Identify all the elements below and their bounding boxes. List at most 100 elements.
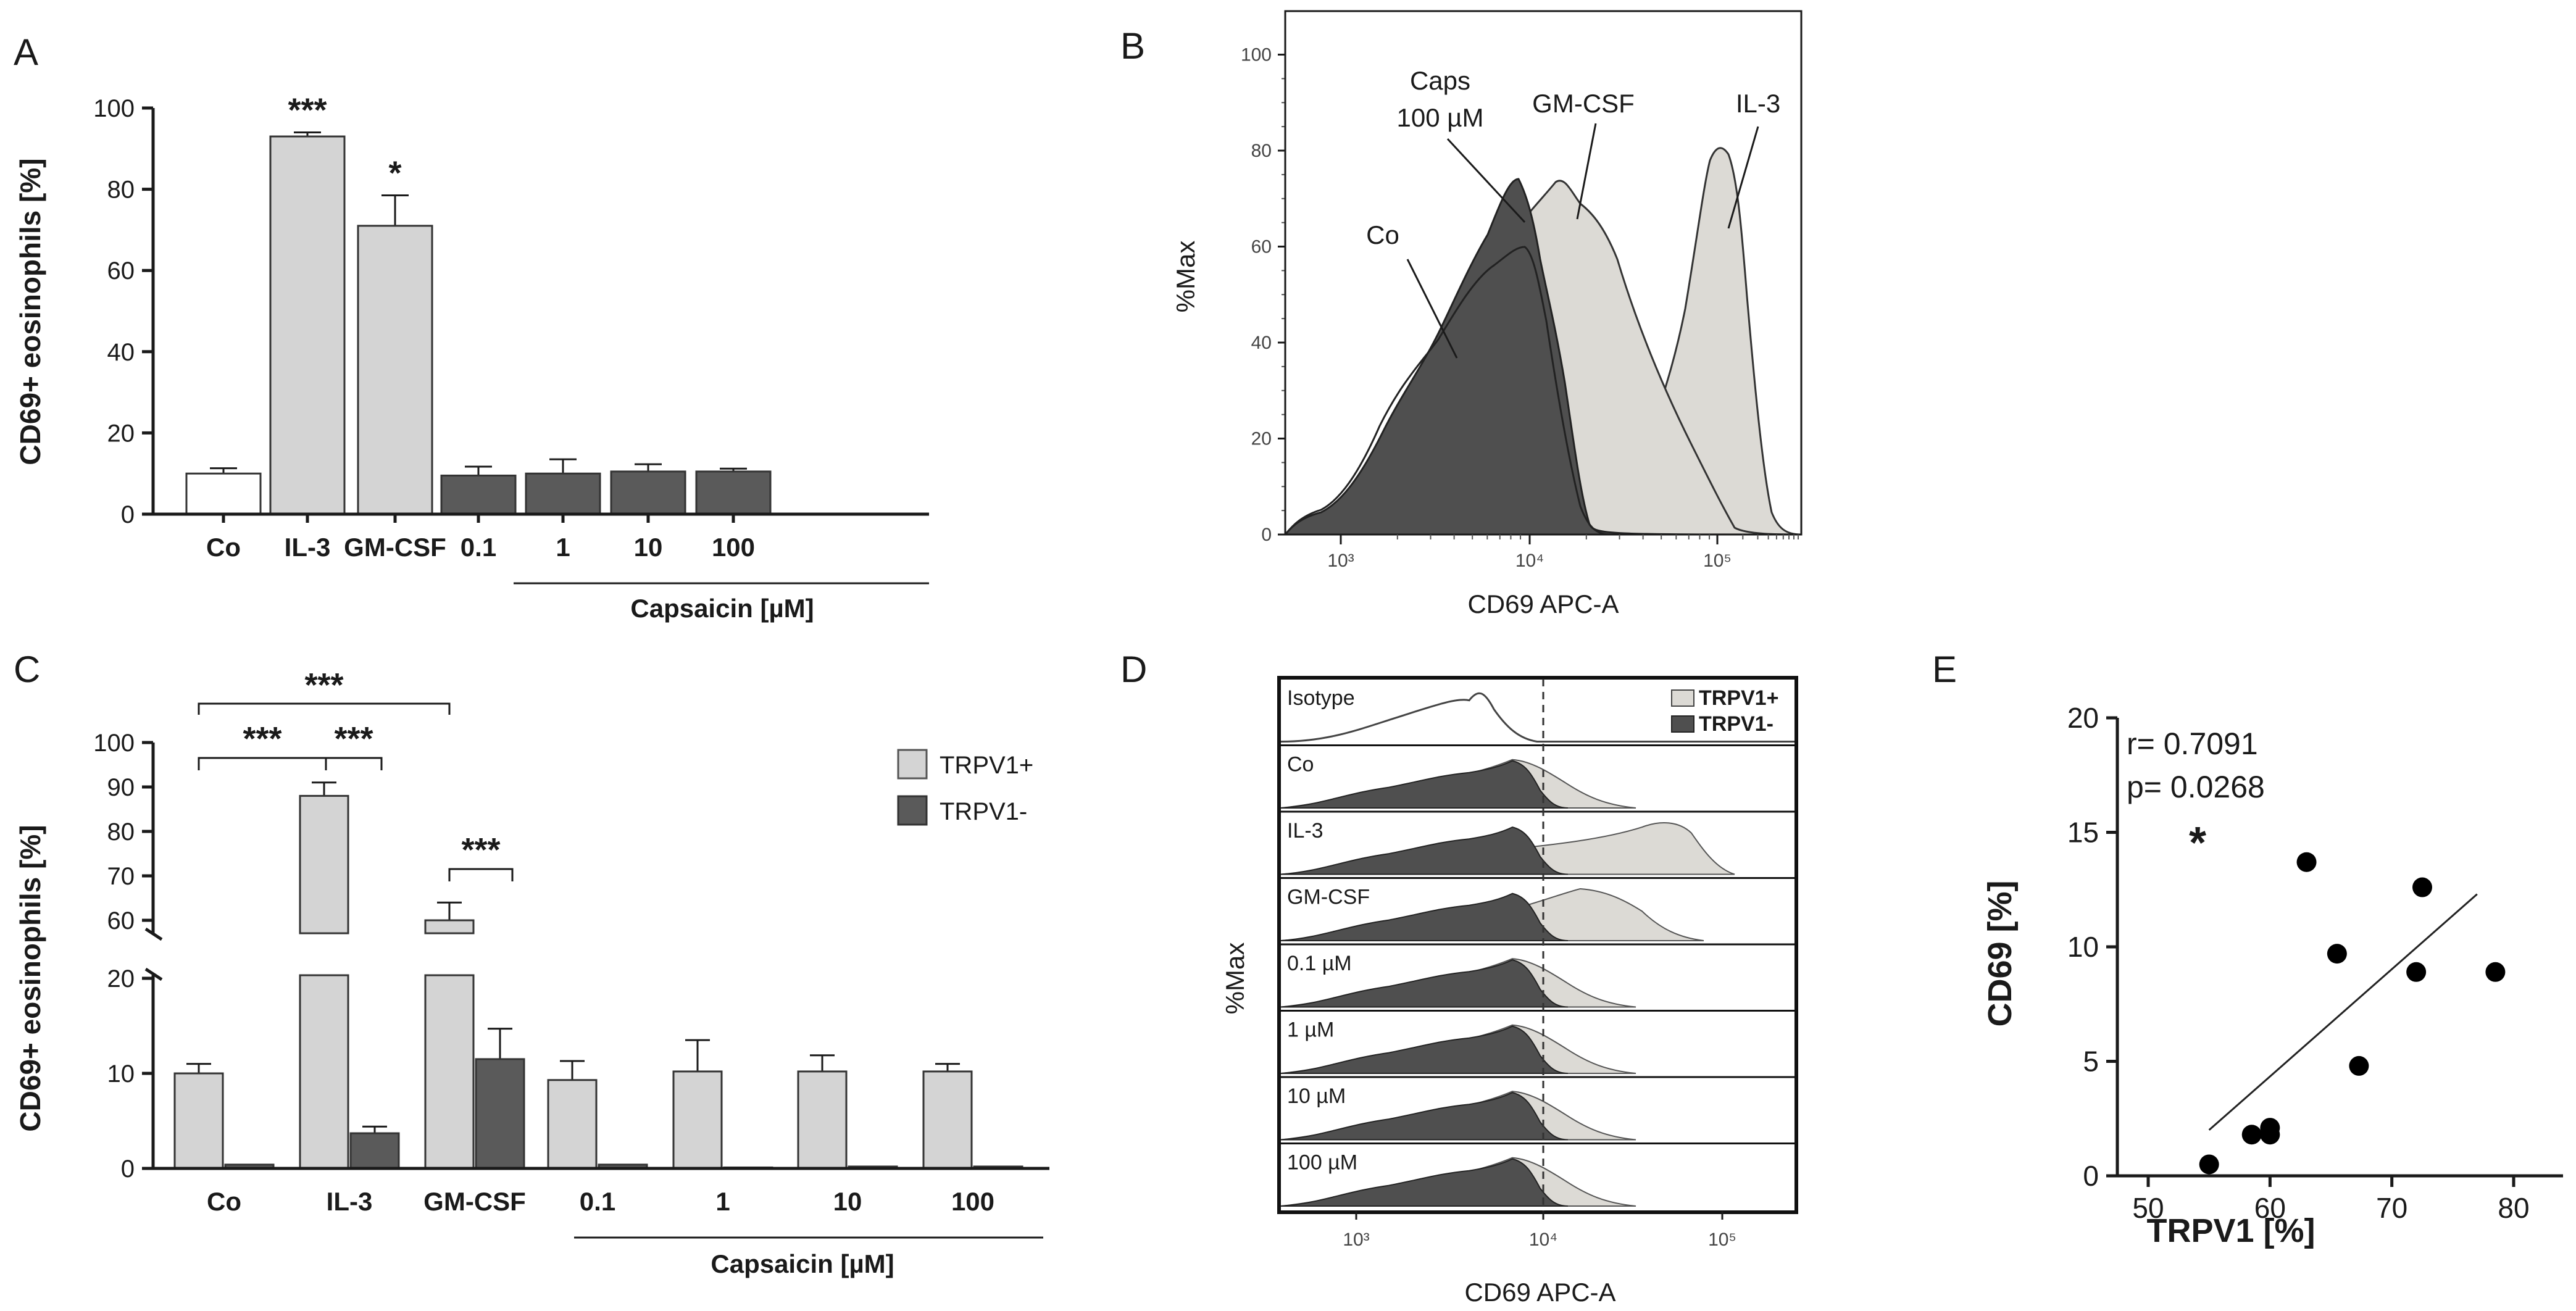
panel-c: C CD69+ eosinophils [%] 0102060708090100… [14, 649, 1049, 1278]
ytick-label: 20 [107, 420, 135, 447]
panel-b-label: B [1120, 25, 1145, 67]
legend-label-trpv1-neg: TRPV1- [940, 798, 1027, 825]
ytick-label: 20 [2067, 702, 2099, 734]
scatter-point [2485, 962, 2506, 982]
row-label: Co [1287, 753, 1314, 776]
panel-b-xlabel: CD69 APC-A [1467, 589, 1619, 618]
scatter-point [2296, 852, 2317, 872]
scatter-point [2412, 877, 2432, 897]
panel-c-label: C [14, 649, 40, 690]
panel-d-xticks: 10³ 10⁴ 10⁵ [1343, 1211, 1736, 1250]
xtick-label-Co: Co [207, 1187, 241, 1216]
xtick-label-IL-3: IL-3 [327, 1187, 373, 1216]
panel-a-label: A [14, 31, 38, 73]
ytick-label: 80 [1251, 141, 1272, 161]
xtick-label: 70 [2376, 1192, 2407, 1224]
bar-TRPV1+-0.1 [547, 1079, 598, 1170]
histogram-co [1285, 246, 1612, 536]
panel-e-plot [2199, 852, 2506, 1175]
significance-GM-CSF: * [388, 154, 401, 191]
annotation-caps-line2: 100 µM [1397, 103, 1484, 132]
annotation-gmcsf-pointer [1576, 123, 1597, 220]
panel-d-legend-neg: TRPV1- [1699, 712, 1774, 736]
panel-c-axis-break-bottom [144, 967, 163, 981]
xtick-label: 10⁴ [1515, 551, 1544, 571]
histogram-isotype [1280, 692, 1794, 743]
sig-co-gmcsf: *** [304, 667, 343, 704]
bar-TRPV1+-GM-CSF-upper [424, 919, 475, 934]
panel-b-xticks: 10³ 10⁴ 10⁵ [1327, 535, 1799, 571]
histogram-trpv1-neg [1280, 959, 1569, 1008]
regression-line [2208, 893, 2478, 1131]
annotation-co-pointer [1406, 259, 1458, 359]
panel-c-yticks: 0 10 20 60 70 80 90 100 [93, 730, 153, 1183]
panel-e: E CD69 [%] TRPV1 [%] 50 60 70 80 0 5 10 15 20 r=… [1932, 649, 2563, 1249]
scatter-point [2327, 944, 2347, 964]
sig-bracket-il3 [325, 757, 383, 770]
xtick-label-Co: Co [206, 533, 241, 562]
xtick-label: 10⁵ [1703, 551, 1732, 571]
panel-d-label: D [1120, 649, 1147, 690]
panel-e-ticks: 50 60 70 80 0 5 10 15 20 [2067, 702, 2530, 1224]
legend-swatch-trpv1-pos [897, 749, 928, 780]
bar-0.1 [440, 474, 517, 515]
xtick-label-1: 1 [715, 1187, 730, 1216]
panel-c-bars [173, 781, 1023, 1170]
annotation-il3: IL-3 [1736, 89, 1780, 118]
xtick-label-10: 10 [634, 533, 663, 562]
annotation-co: Co [1366, 220, 1399, 249]
xtick-label-0.1: 0.1 [461, 533, 496, 562]
panel-a-ylabel: CD69+ eosinophils [%] [14, 158, 46, 465]
xtick-label-100: 100 [712, 533, 755, 562]
panel-c-group-label: Capsaicin [µM] [711, 1249, 894, 1278]
panel-e-r-value: r= 0.7091 [2127, 726, 2258, 761]
panel-d-legend-pos: TRPV1+ [1699, 686, 1778, 710]
xtick-label: 10⁴ [1529, 1230, 1557, 1250]
bar-TRPV1+-Co [173, 1072, 224, 1170]
ytick-label: 0 [1261, 525, 1272, 545]
row-label: 100 µM [1287, 1151, 1357, 1175]
panel-a-xticks: Co IL-3 GM-CSF 0.1 1 10 100 [206, 514, 755, 562]
panel-c-axis-break-top [144, 927, 163, 941]
bar-TRPV1--GM-CSF [475, 1058, 525, 1170]
histogram-caps100 [1285, 178, 1801, 536]
histogram-trpv1-neg [1280, 1158, 1569, 1207]
xtick-label-1: 1 [556, 533, 570, 562]
scatter-point [2241, 1125, 2262, 1145]
ytick-label: 20 [1251, 429, 1272, 449]
panel-a-bars: **** [185, 91, 772, 515]
row-label: Isotype [1287, 686, 1355, 710]
ytick-label: 15 [2067, 817, 2099, 849]
ytick-label: 10 [2067, 931, 2099, 963]
ytick-label: 100 [93, 730, 135, 757]
xtick-label: 10³ [1327, 551, 1354, 571]
annotation-gmcsf: GM-CSF [1532, 89, 1635, 118]
panel-d-legend-swatch-neg [1671, 715, 1694, 733]
significance-IL-3: *** [288, 91, 327, 128]
xtick-label-GM-CSF: GM-CSF [344, 533, 446, 562]
ytick-label: 70 [107, 863, 135, 890]
row-label: 1 µM [1287, 1018, 1334, 1042]
bar-GM-CSF [357, 225, 433, 515]
panel-c-xticks: Co IL-3 GM-CSF 0.1 1 10 100 [207, 1187, 994, 1216]
panel-e-significance: * [2189, 818, 2206, 868]
bar-TRPV1+-100 [922, 1070, 973, 1170]
bar-TRPV1+-IL-3-upper [299, 794, 349, 934]
ytick-label: 100 [93, 95, 135, 122]
xtick-label: 10⁵ [1708, 1230, 1736, 1250]
panel-b-yticks: 0 20 40 60 80 100 [1241, 45, 1285, 545]
panel-b-ylabel: %Max [1171, 241, 1200, 313]
row-label: GM-CSF [1287, 886, 1370, 909]
bar-TRPV1+-10 [797, 1070, 848, 1170]
panel-e-label: E [1932, 649, 1957, 690]
panel-a-group-label: Capsaicin [µM] [630, 594, 814, 623]
panel-c-ylabel: CD69+ eosinophils [%] [14, 825, 46, 1131]
sig-bracket-gmcsf [448, 868, 514, 881]
panel-e-p-value: p= 0.0268 [2127, 770, 2265, 804]
bar-10 [610, 470, 686, 515]
histogram-trpv1-neg [1280, 1025, 1569, 1074]
sig-bracket-co-gmcsf [198, 702, 451, 715]
ytick-label: 60 [107, 257, 135, 285]
panel-d: D %Max Isotype Co IL-3 GM-CSF 0.1 µM 1 µM 10 µ… [1120, 649, 1798, 1307]
ytick-label: 0 [121, 1155, 135, 1183]
